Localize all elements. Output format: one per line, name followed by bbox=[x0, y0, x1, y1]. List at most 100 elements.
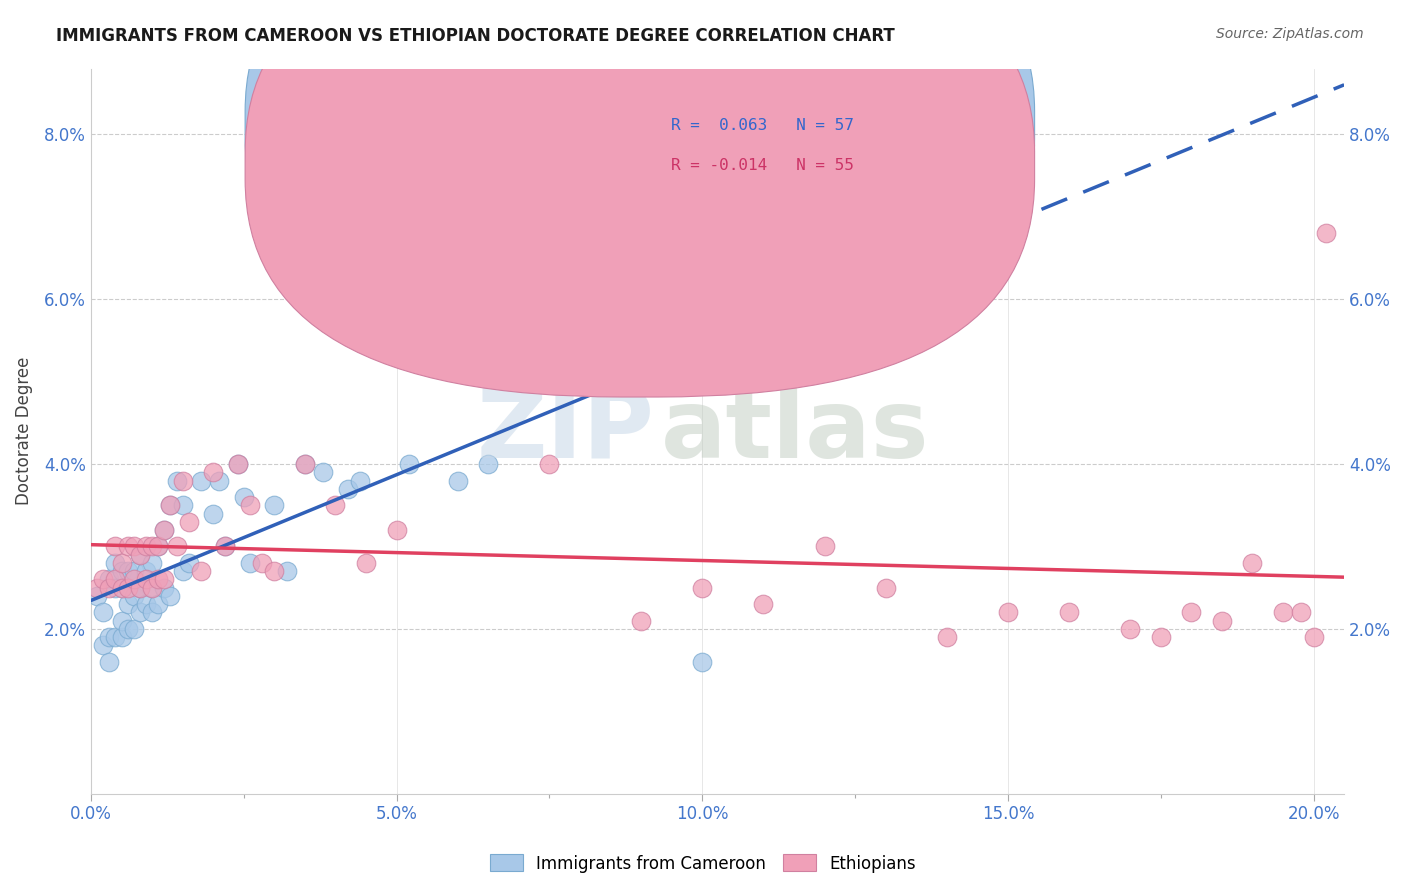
Point bbox=[935, 630, 957, 644]
Point bbox=[148, 540, 170, 554]
Point bbox=[104, 573, 127, 587]
Point bbox=[128, 581, 150, 595]
Point bbox=[1272, 606, 1295, 620]
Point bbox=[447, 474, 470, 488]
Point bbox=[98, 573, 121, 587]
Point bbox=[141, 556, 163, 570]
Point bbox=[166, 540, 188, 554]
Point bbox=[232, 490, 254, 504]
Point bbox=[239, 556, 262, 570]
Point bbox=[1291, 606, 1313, 620]
Point bbox=[135, 564, 157, 578]
Point bbox=[148, 597, 170, 611]
Point bbox=[110, 556, 132, 570]
Point bbox=[122, 589, 145, 603]
Point bbox=[752, 597, 775, 611]
Point bbox=[477, 457, 499, 471]
Point bbox=[172, 498, 194, 512]
Point bbox=[250, 556, 273, 570]
Point bbox=[177, 556, 200, 570]
Point bbox=[997, 606, 1019, 620]
Point bbox=[98, 581, 121, 595]
Point bbox=[159, 589, 181, 603]
Point bbox=[110, 581, 132, 595]
Point bbox=[208, 474, 231, 488]
Point bbox=[202, 507, 225, 521]
Point bbox=[263, 498, 285, 512]
Point bbox=[91, 606, 114, 620]
Point bbox=[104, 540, 127, 554]
Point bbox=[110, 564, 132, 578]
Point bbox=[813, 540, 835, 554]
Point bbox=[122, 540, 145, 554]
Point bbox=[98, 630, 121, 644]
Point bbox=[1302, 630, 1324, 644]
Point bbox=[177, 515, 200, 529]
Point bbox=[538, 457, 561, 471]
Point bbox=[385, 523, 408, 537]
Point bbox=[91, 573, 114, 587]
Point bbox=[122, 564, 145, 578]
Point bbox=[141, 581, 163, 595]
Point bbox=[98, 655, 121, 669]
Point bbox=[122, 622, 145, 636]
Point bbox=[1180, 606, 1202, 620]
FancyBboxPatch shape bbox=[605, 97, 893, 199]
Text: R =  0.063   N = 57: R = 0.063 N = 57 bbox=[671, 118, 853, 133]
Legend: Immigrants from Cameroon, Ethiopians: Immigrants from Cameroon, Ethiopians bbox=[484, 847, 922, 880]
Point bbox=[117, 540, 139, 554]
Point bbox=[398, 457, 420, 471]
Point bbox=[117, 564, 139, 578]
Point bbox=[875, 581, 897, 595]
Point bbox=[135, 597, 157, 611]
Point bbox=[110, 614, 132, 628]
Point bbox=[336, 482, 359, 496]
Point bbox=[153, 581, 176, 595]
Text: R = -0.014   N = 55: R = -0.014 N = 55 bbox=[671, 158, 853, 173]
Point bbox=[1211, 614, 1233, 628]
Point bbox=[1315, 227, 1337, 241]
Point bbox=[172, 474, 194, 488]
Point bbox=[349, 474, 371, 488]
Point bbox=[214, 540, 236, 554]
FancyBboxPatch shape bbox=[245, 0, 1035, 397]
Point bbox=[117, 622, 139, 636]
Point bbox=[190, 564, 212, 578]
Text: atlas: atlas bbox=[661, 384, 929, 477]
Point bbox=[226, 457, 249, 471]
Point bbox=[1057, 606, 1080, 620]
Point bbox=[630, 614, 652, 628]
Point bbox=[294, 457, 316, 471]
Point bbox=[905, 210, 928, 224]
Point bbox=[104, 556, 127, 570]
Point bbox=[312, 465, 335, 479]
Point bbox=[690, 655, 713, 669]
Point bbox=[690, 581, 713, 595]
Point bbox=[86, 581, 108, 595]
FancyBboxPatch shape bbox=[245, 0, 1035, 357]
Text: IMMIGRANTS FROM CAMEROON VS ETHIOPIAN DOCTORATE DEGREE CORRELATION CHART: IMMIGRANTS FROM CAMEROON VS ETHIOPIAN DO… bbox=[56, 27, 896, 45]
Point bbox=[110, 581, 132, 595]
Point bbox=[202, 465, 225, 479]
Point bbox=[141, 540, 163, 554]
Point bbox=[190, 474, 212, 488]
Point bbox=[1241, 556, 1264, 570]
Point bbox=[148, 540, 170, 554]
Point bbox=[294, 457, 316, 471]
Point bbox=[86, 589, 108, 603]
Point bbox=[538, 268, 561, 282]
Point bbox=[172, 564, 194, 578]
Y-axis label: Doctorate Degree: Doctorate Degree bbox=[15, 357, 32, 505]
Point bbox=[141, 606, 163, 620]
Point bbox=[813, 210, 835, 224]
Point bbox=[1150, 630, 1173, 644]
Point bbox=[354, 556, 377, 570]
Point bbox=[159, 498, 181, 512]
Point bbox=[110, 630, 132, 644]
Point bbox=[153, 523, 176, 537]
Point bbox=[135, 540, 157, 554]
Point bbox=[214, 540, 236, 554]
Point bbox=[153, 573, 176, 587]
Point bbox=[148, 573, 170, 587]
Point bbox=[91, 638, 114, 652]
